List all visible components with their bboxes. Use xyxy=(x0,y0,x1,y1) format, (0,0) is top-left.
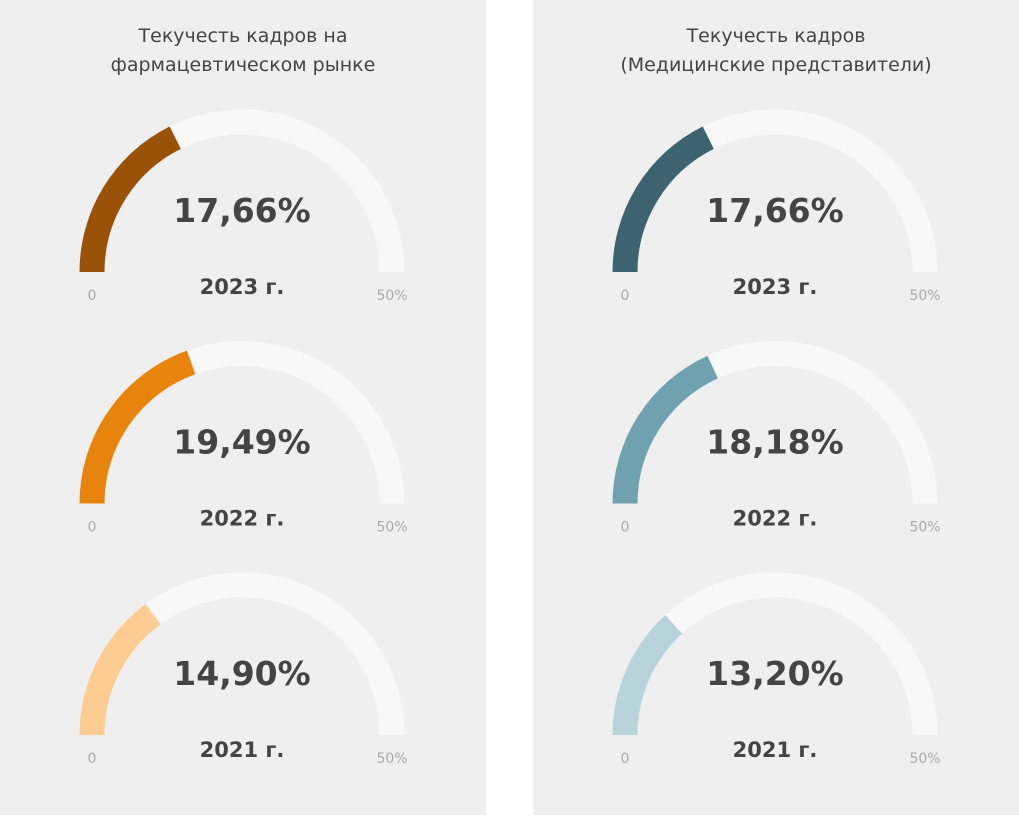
gauge-value xyxy=(612,615,683,736)
gauge-value xyxy=(79,350,196,504)
gauge-end-label: 0 xyxy=(621,751,630,767)
year-label: 2021 г. xyxy=(733,738,818,762)
year-label: 2021 г. xyxy=(200,738,285,762)
value-label: 17,66% xyxy=(706,191,843,230)
value-label: 14,90% xyxy=(173,654,310,693)
year-label: 2023 г. xyxy=(733,275,818,299)
panel xyxy=(0,0,486,815)
gauge-end-label: 0 xyxy=(88,751,97,767)
gauge-end-label: 50% xyxy=(909,751,940,767)
value-label: 17,66% xyxy=(173,191,310,230)
gauge-end-label: 50% xyxy=(376,288,407,304)
value-label: 19,49% xyxy=(173,423,310,462)
gauge-end-label: 50% xyxy=(909,288,940,304)
gauge-end-label: 50% xyxy=(909,520,940,536)
gauge-value xyxy=(79,604,161,736)
gauge-value xyxy=(612,355,719,504)
gauge-end-label: 0 xyxy=(621,288,630,304)
gauge-value xyxy=(79,126,182,273)
year-label: 2022 г. xyxy=(733,507,818,531)
gauge-end-label: 50% xyxy=(376,520,407,536)
value-label: 18,18% xyxy=(706,423,843,462)
gauge-end-label: 0 xyxy=(88,520,97,536)
panel-title: Текучесть кадров (Медицинские представит… xyxy=(620,25,932,76)
value-label: 13,20% xyxy=(706,654,843,693)
year-label: 2023 г. xyxy=(200,275,285,299)
gauge-end-label: 0 xyxy=(621,520,630,536)
panel-title: Текучесть кадров на фармацевтическом рын… xyxy=(110,25,376,76)
gauge-end-label: 0 xyxy=(88,288,97,304)
gauge-end-label: 50% xyxy=(376,751,407,767)
year-label: 2022 г. xyxy=(200,507,285,531)
gauge-value xyxy=(612,126,715,273)
panel xyxy=(533,0,1019,815)
